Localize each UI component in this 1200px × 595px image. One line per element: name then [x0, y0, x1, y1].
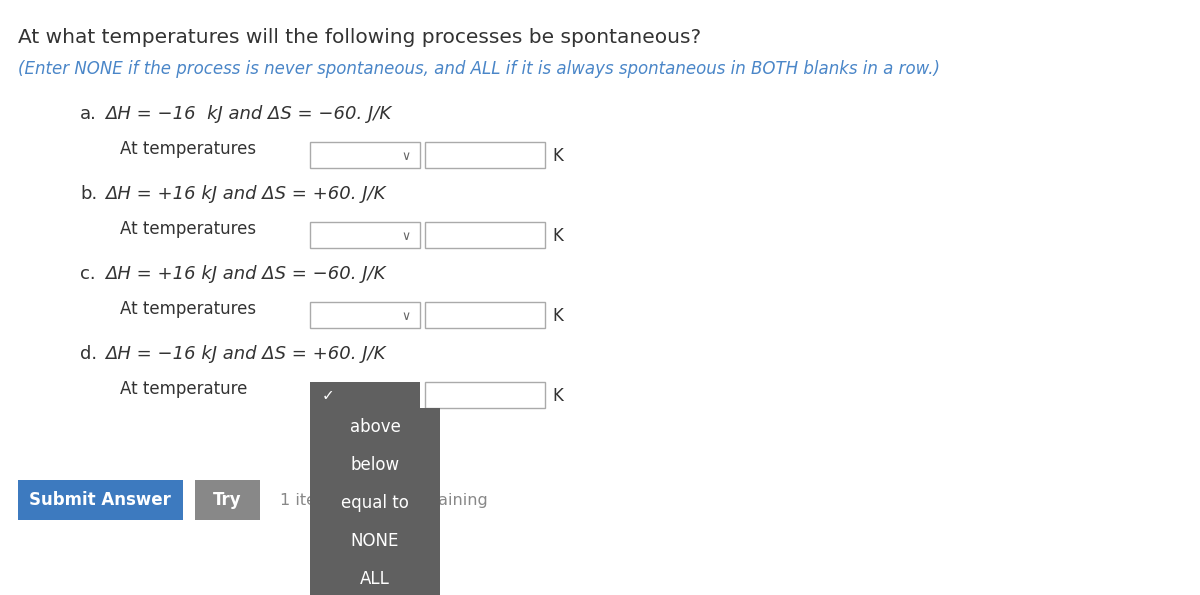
Text: ΔH = +16 kJ and ΔS = +60. J/K: ΔH = +16 kJ and ΔS = +60. J/K [106, 185, 385, 203]
Text: (Enter NONE if the process is never spontaneous, and ALL if it is always spontan: (Enter NONE if the process is never spon… [18, 60, 940, 78]
Bar [18, 480, 182, 520]
Text: c.: c. [80, 265, 96, 283]
Text: ALL: ALL [360, 570, 390, 588]
Text: b.: b. [80, 185, 97, 203]
Bar [310, 302, 420, 328]
Text: K: K [552, 387, 563, 405]
Text: At temperatures: At temperatures [120, 220, 256, 238]
Bar [425, 382, 545, 408]
Bar [310, 222, 420, 248]
Bar [194, 480, 260, 520]
Text: Submit Answer: Submit Answer [29, 491, 170, 509]
Bar [425, 222, 545, 248]
Text: d.: d. [80, 345, 97, 363]
Text: At temperature: At temperature [120, 380, 247, 398]
Text: At temperatures: At temperatures [120, 140, 256, 158]
Text: 1 item attempt remaining: 1 item attempt remaining [280, 493, 487, 508]
Text: ΔH = +16 kJ and ΔS = −60. J/K: ΔH = +16 kJ and ΔS = −60. J/K [106, 265, 385, 283]
Text: K: K [552, 307, 563, 325]
Text: ΔH = −16 kJ and ΔS = +60. J/K: ΔH = −16 kJ and ΔS = +60. J/K [106, 345, 385, 363]
Text: Try: Try [212, 491, 241, 509]
Bar [310, 142, 420, 168]
Text: ∨: ∨ [402, 309, 410, 322]
Text: At what temperatures will the following processes be spontaneous?: At what temperatures will the following … [18, 28, 701, 47]
Text: ΔH = −16  kJ and ΔS = −60. J/K: ΔH = −16 kJ and ΔS = −60. J/K [106, 105, 391, 123]
Text: ∨: ∨ [402, 149, 410, 162]
Text: ✓: ✓ [322, 389, 335, 403]
Text: NONE: NONE [350, 532, 400, 550]
Bar [425, 302, 545, 328]
Bar [310, 382, 420, 408]
Text: below: below [350, 456, 400, 474]
Bar [310, 408, 440, 595]
Text: above: above [349, 418, 401, 436]
Bar [425, 142, 545, 168]
Text: a.: a. [80, 105, 97, 123]
Text: ∨: ∨ [402, 230, 410, 243]
Text: K: K [552, 147, 563, 165]
Text: K: K [552, 227, 563, 245]
Text: equal to: equal to [341, 494, 409, 512]
Text: At temperatures: At temperatures [120, 300, 256, 318]
